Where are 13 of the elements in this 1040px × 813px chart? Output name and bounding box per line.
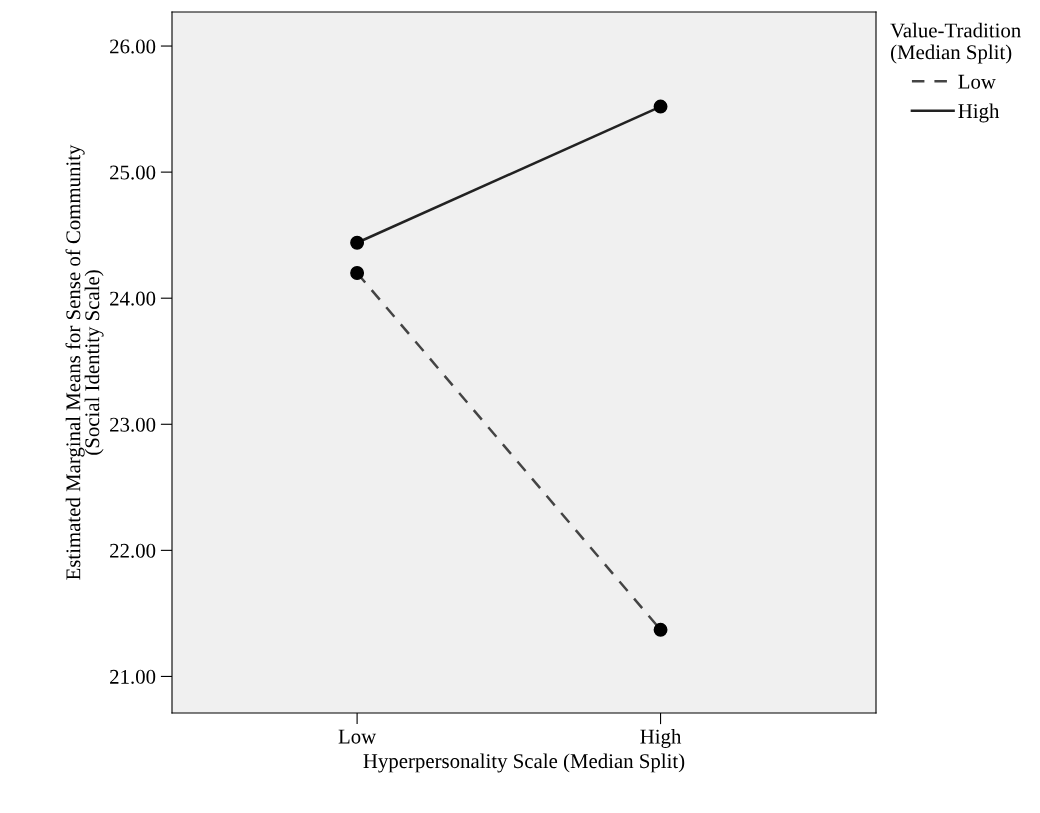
y-tick-label: 26.00 [110, 39, 156, 54]
y-tick-label: 21.00 [110, 669, 156, 684]
x-axis-title: Hyperpersonality Scale (Median Split) [363, 753, 685, 773]
legend-label: High [958, 103, 1000, 123]
legend-label: Low [958, 74, 996, 89]
y-axis-title: Estimated Marginal Means for Sense of Community (Social Identity Scale) [65, 144, 104, 580]
legend-title: Value-Tradition (Median Split) [890, 22, 1021, 64]
point [350, 235, 365, 250]
y-tick-label: 23.00 [110, 417, 156, 432]
y-tick-label: 24.00 [110, 291, 156, 306]
y-tick-label: 22.00 [110, 543, 156, 558]
y-tick-label: 25.00 [110, 165, 156, 180]
point [653, 99, 668, 114]
